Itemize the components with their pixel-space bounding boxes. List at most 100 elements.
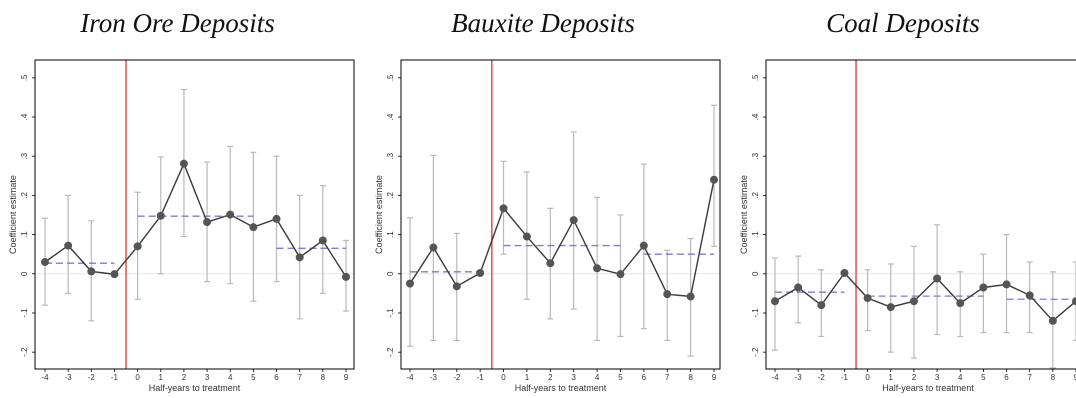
data-point xyxy=(686,292,695,301)
x-tick-label: 0 xyxy=(865,373,870,382)
x-tick-label: -1 xyxy=(477,373,485,382)
y-tick-label: .5 xyxy=(751,74,760,81)
y-tick-label: .1 xyxy=(386,231,395,238)
x-tick-label: 0 xyxy=(501,373,506,382)
x-tick-label: 3 xyxy=(571,373,576,382)
x-tick-label: 4 xyxy=(228,373,233,382)
data-point xyxy=(522,232,531,241)
chart-panel-coal: Coal Deposits -4 -3 -2 -1 0 1 2 3 4 5 6 7 8 9 -.2 -.1 0.… xyxy=(730,0,1076,398)
data-point xyxy=(1048,316,1057,325)
series-line xyxy=(774,271,1076,322)
data-point xyxy=(64,241,73,250)
data-point xyxy=(179,159,188,168)
data-point xyxy=(639,241,648,250)
x-tick-label: 5 xyxy=(251,373,256,382)
data-point xyxy=(87,267,96,276)
x-tick-label: 8 xyxy=(688,373,693,382)
data-point xyxy=(710,175,718,184)
y-tick-label: -.1 xyxy=(751,308,760,318)
chart-svg-coal: -4 -3 -2 -1 0 1 2 3 4 5 6 7 8 9 -.2 -.1 0 .1 .2 .3 .4 .5 Half-… xyxy=(739,59,1076,393)
data-point xyxy=(933,274,942,283)
y-tick-label: 0 xyxy=(386,271,395,276)
x-tick-label: 1 xyxy=(525,373,530,382)
x-tick-label: 0 xyxy=(135,373,140,382)
y-tick-label: .2 xyxy=(751,192,760,199)
chart-title: Iron Ore Deposits xyxy=(80,8,275,38)
x-tick-label: -2 xyxy=(88,373,96,382)
y-tick-label: .3 xyxy=(386,152,395,159)
chart-panel-iron-ore: Iron Ore Deposits -4 -3 -2 -1 0 1 2 3 4 5 6 7 8 9 -.2-… xyxy=(0,0,355,398)
chart-svg-iron-ore: -4 -3 -2 -1 0 1 2 3 4 5 6 7 8 9 -.2 -.1 0 .1 .2 .3 .4 .5 Half-… xyxy=(8,59,355,393)
y-axis-title: Coefficient estimate xyxy=(8,175,18,254)
x-tick-label: 8 xyxy=(1051,373,1056,382)
y-tick-label: .4 xyxy=(20,113,29,120)
data-point xyxy=(886,303,895,312)
chart-svg-bauxite: -4 -3 -2 -1 0 1 2 3 4 5 6 7 8 9 -.2 -.1 0 .1 .2 .3 .4 .5 Half-… xyxy=(374,59,721,393)
y-tick-label: -.1 xyxy=(20,308,29,318)
y-tick-label: .5 xyxy=(386,74,395,81)
x-tick-label: -1 xyxy=(841,373,849,382)
x-tick-label: 3 xyxy=(935,373,940,382)
x-tick-label: -2 xyxy=(818,373,826,382)
data-point xyxy=(110,270,119,279)
x-tick-label: -1 xyxy=(111,373,119,382)
data-point xyxy=(1002,280,1011,289)
y-tick-label: -.2 xyxy=(386,347,395,357)
x-tick-label: 5 xyxy=(981,373,986,382)
data-point xyxy=(133,242,142,251)
x-tick-label: 9 xyxy=(1074,373,1076,382)
data-point xyxy=(406,279,414,288)
x-tick-label: 9 xyxy=(344,373,349,382)
x-tick-label: 1 xyxy=(159,373,164,382)
x-tick-label: 6 xyxy=(274,373,279,382)
data-point xyxy=(909,297,918,306)
series-line xyxy=(409,179,715,298)
data-point xyxy=(499,204,508,213)
x-tick-label: -4 xyxy=(41,373,49,382)
x-tick-label: 4 xyxy=(595,373,600,382)
x-tick-label: 1 xyxy=(889,373,894,382)
plot-frame xyxy=(34,59,355,370)
data-point xyxy=(863,294,872,303)
data-point xyxy=(295,253,304,262)
y-tick-label: 0 xyxy=(20,271,29,276)
x-tick-label: 2 xyxy=(182,373,187,382)
data-point xyxy=(156,211,165,220)
x-tick-label: 9 xyxy=(712,373,717,382)
x-tick-label: 7 xyxy=(665,373,670,382)
x-tick-label: -2 xyxy=(453,373,461,382)
data-point xyxy=(979,283,988,292)
data-point xyxy=(663,290,672,299)
data-point xyxy=(342,272,350,281)
data-point xyxy=(41,258,49,267)
data-point xyxy=(272,214,281,223)
x-tick-label: -3 xyxy=(430,373,438,382)
x-tick-label: 2 xyxy=(912,373,917,382)
data-point xyxy=(1072,297,1076,306)
data-point xyxy=(226,210,235,219)
data-point xyxy=(546,259,555,268)
data-point xyxy=(249,223,258,232)
y-tick-label: .4 xyxy=(386,113,395,120)
x-tick-label: 7 xyxy=(297,373,302,382)
x-tick-label: 2 xyxy=(548,373,553,382)
data-point xyxy=(771,297,779,306)
y-axis-title: Coefficient estimate xyxy=(739,175,749,254)
chart-title: Bauxite Deposits xyxy=(451,8,635,38)
y-tick-label: .4 xyxy=(751,113,760,120)
x-tick-label: 3 xyxy=(205,373,210,382)
y-tick-label: .3 xyxy=(20,152,29,159)
x-tick-label: -3 xyxy=(65,373,73,382)
x-tick-label: 6 xyxy=(642,373,647,382)
x-axis-title: Half-years to treatment xyxy=(882,383,974,393)
x-axis-title: Half-years to treatment xyxy=(149,383,241,393)
chart-title: Coal Deposits xyxy=(826,8,980,38)
plot-frame xyxy=(765,59,1076,370)
x-tick-label: 6 xyxy=(1004,373,1009,382)
data-point xyxy=(616,270,625,279)
y-tick-label: 0 xyxy=(751,271,760,276)
x-tick-label: -4 xyxy=(771,373,779,382)
y-axis-title: Coefficient estimate xyxy=(374,175,384,254)
y-tick-label: .2 xyxy=(386,192,395,199)
y-tick-label: -.1 xyxy=(386,308,395,318)
